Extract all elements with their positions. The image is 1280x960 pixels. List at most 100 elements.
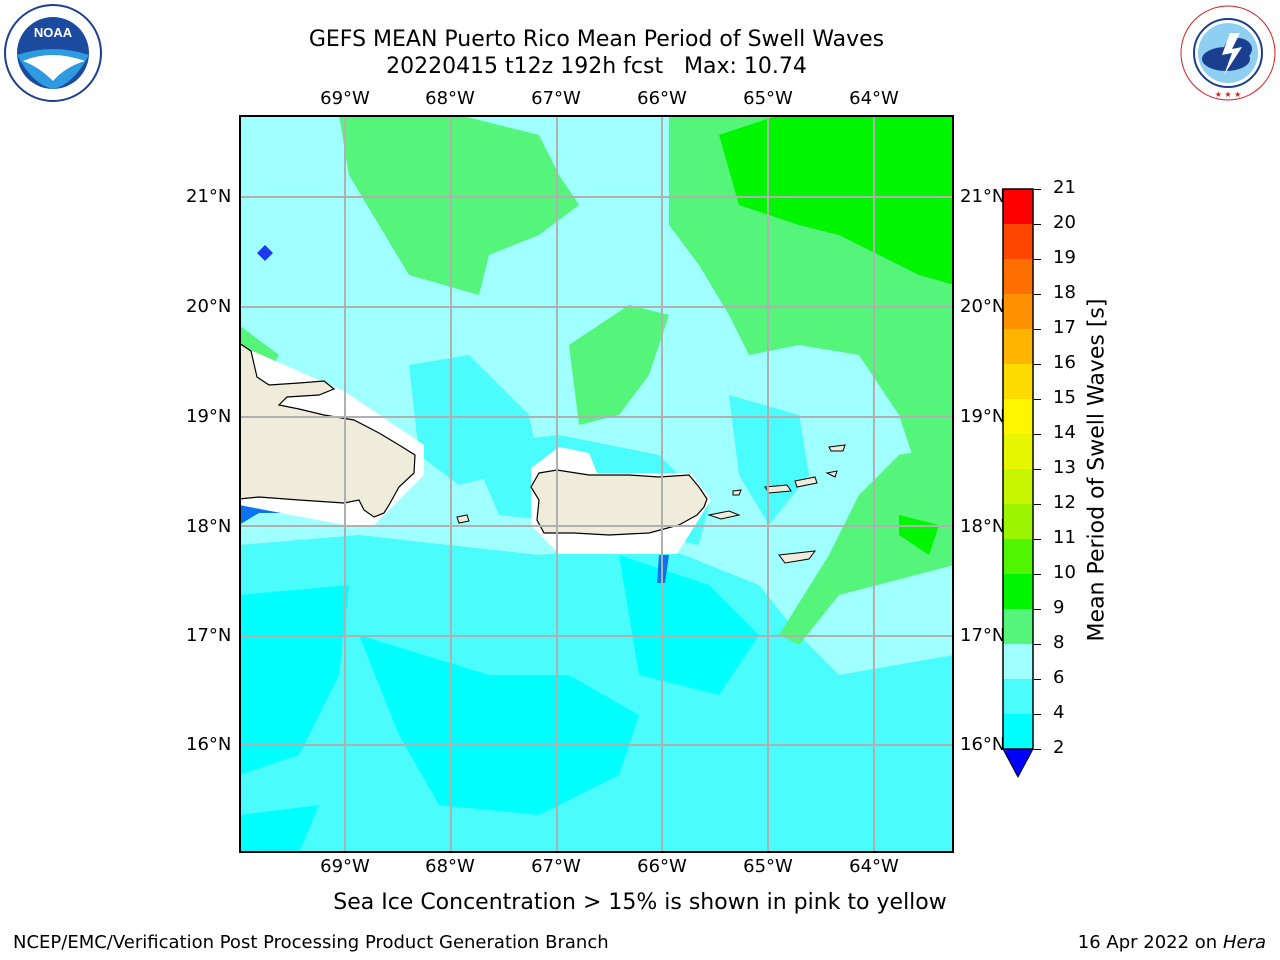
colorbar-tick-label: 6 bbox=[1053, 667, 1065, 688]
lon-label-bottom: 67°W bbox=[531, 856, 581, 877]
lat-label-left: 16°N bbox=[186, 734, 232, 755]
colorbar-segment bbox=[1003, 364, 1033, 399]
culebra-island bbox=[732, 489, 742, 496]
colorbar-tick-mark bbox=[1034, 609, 1041, 610]
map-frame bbox=[239, 115, 954, 853]
colorbar-tick-mark bbox=[1034, 679, 1041, 680]
colorbar-tick-mark bbox=[1034, 644, 1041, 645]
lon-label-bottom: 65°W bbox=[743, 856, 793, 877]
colorbar-segment bbox=[1003, 259, 1033, 294]
colorbar-frame bbox=[1002, 188, 1034, 750]
sea-ice-note: Sea Ice Concentration > 15% is shown in … bbox=[333, 890, 947, 915]
lon-label-bottom: 64°W bbox=[849, 856, 899, 877]
colorbar-segment bbox=[1003, 224, 1033, 259]
mona-island bbox=[456, 514, 470, 524]
colorbar-segment bbox=[1003, 399, 1033, 434]
colorbar-segment bbox=[1003, 434, 1033, 469]
colorbar bbox=[1002, 188, 1034, 783]
colorbar-tick-mark bbox=[1034, 434, 1041, 435]
colorbar-tick-mark bbox=[1034, 259, 1041, 260]
colorbar-tick-label: 12 bbox=[1053, 492, 1076, 513]
field-4-6-southeast bbox=[619, 555, 759, 695]
field-9-10-east bbox=[779, 445, 954, 645]
colorbar-tick-label: 15 bbox=[1053, 387, 1076, 408]
colorbar-tick-label: 4 bbox=[1053, 702, 1065, 723]
lon-label-top: 66°W bbox=[637, 88, 687, 109]
lat-label-left: 17°N bbox=[186, 625, 232, 646]
colorbar-tick-label: 10 bbox=[1053, 562, 1076, 583]
colorbar-title: Mean Period of Swell Waves [s] bbox=[1084, 298, 1110, 642]
field-9-10-north bbox=[339, 115, 579, 295]
islet bbox=[825, 470, 838, 478]
lat-label-right: 19°N bbox=[960, 406, 1006, 427]
hispaniola-land bbox=[239, 342, 416, 518]
chart-title-line1: GEFS MEAN Puerto Rico Mean Period of Swe… bbox=[308, 27, 885, 52]
lon-label-top: 68°W bbox=[425, 88, 475, 109]
colorbar-segment bbox=[1003, 504, 1033, 539]
colorbar-tick-label: 16 bbox=[1053, 352, 1076, 373]
vieques-island bbox=[707, 510, 741, 520]
graticule bbox=[239, 115, 954, 853]
colorbar-tick-mark bbox=[1034, 189, 1041, 190]
colorbar-tick-mark bbox=[1034, 574, 1041, 575]
colorbar-tick-label: 11 bbox=[1053, 527, 1076, 548]
colorbar-tick-label: 18 bbox=[1053, 282, 1076, 303]
st-croix-island bbox=[778, 550, 817, 564]
svg-text:★ ★ ★: ★ ★ ★ bbox=[1215, 90, 1242, 99]
colorbar-segment bbox=[1003, 574, 1033, 609]
colorbar-segment bbox=[1003, 469, 1033, 504]
lat-label-left: 20°N bbox=[186, 296, 232, 317]
colorbar-tick-mark bbox=[1034, 714, 1041, 715]
colorbar-tick-mark bbox=[1034, 749, 1041, 750]
run-date-text: 16 Apr 2022 on bbox=[1077, 932, 1218, 953]
colorbar-tick-label: 2 bbox=[1053, 737, 1065, 758]
colorbar-tick-label: 14 bbox=[1053, 422, 1076, 443]
lat-label-right: 17°N bbox=[960, 625, 1006, 646]
colorbar-tick-label: 8 bbox=[1053, 632, 1065, 653]
colorbar-segment bbox=[1003, 644, 1033, 679]
colorbar-segment bbox=[1003, 714, 1033, 749]
lon-label-top: 65°W bbox=[743, 88, 793, 109]
machine-name: Hera bbox=[1222, 932, 1266, 953]
noaa-logo-text: NOAA bbox=[34, 25, 73, 40]
colorbar-tick-label: 21 bbox=[1053, 177, 1076, 198]
lat-label-left: 18°N bbox=[186, 516, 232, 537]
swell-period-map[interactable] bbox=[239, 115, 954, 853]
colorbar-tick-label: 19 bbox=[1053, 247, 1076, 268]
colorbar-tick-mark bbox=[1034, 539, 1041, 540]
field-2-4-spot bbox=[257, 245, 273, 261]
lat-label-left: 21°N bbox=[186, 186, 232, 207]
colorbar-extension bbox=[1002, 748, 1034, 779]
colorbar-segment bbox=[1003, 329, 1033, 364]
run-date: 16 Apr 2022 on Hera bbox=[1078, 932, 1266, 953]
colorbar-tick-mark bbox=[1034, 399, 1041, 400]
colorbar-tick-label: 9 bbox=[1053, 597, 1065, 618]
colorbar-tick-mark bbox=[1034, 469, 1041, 470]
lon-label-top: 67°W bbox=[531, 88, 581, 109]
lat-label-right: 16°N bbox=[960, 734, 1006, 755]
lat-label-right: 20°N bbox=[960, 296, 1006, 317]
chart-title-line2: 20220415 t12z 192h fcst Max: 10.74 bbox=[386, 54, 807, 79]
field-10-11-ne bbox=[719, 115, 954, 285]
colorbar-tick-label: 20 bbox=[1053, 212, 1076, 233]
colorbar-tick-label: 13 bbox=[1053, 457, 1076, 478]
field-4-6-south bbox=[359, 635, 639, 815]
lon-label-bottom: 69°W bbox=[320, 856, 370, 877]
field-4-6-sw bbox=[239, 805, 319, 853]
field-9-10-center bbox=[569, 305, 669, 425]
colorbar-segment bbox=[1003, 539, 1033, 574]
lon-label-top: 64°W bbox=[849, 88, 899, 109]
noaa-logo: NOAA bbox=[3, 3, 103, 103]
colorbar-tick-label: 17 bbox=[1053, 317, 1076, 338]
nws-logo: ★ ★ ★ bbox=[1178, 3, 1278, 103]
colorbar-segment bbox=[1003, 609, 1033, 644]
lat-label-right: 21°N bbox=[960, 186, 1006, 207]
lon-label-top: 69°W bbox=[320, 88, 370, 109]
colorbar-tick-mark bbox=[1034, 504, 1041, 505]
colorbar-segment bbox=[1003, 679, 1033, 714]
colorbar-segment bbox=[1003, 189, 1033, 224]
colorbar-segment bbox=[1003, 294, 1033, 329]
lon-label-bottom: 66°W bbox=[637, 856, 687, 877]
lat-label-left: 19°N bbox=[186, 406, 232, 427]
anegada-island bbox=[828, 444, 846, 452]
